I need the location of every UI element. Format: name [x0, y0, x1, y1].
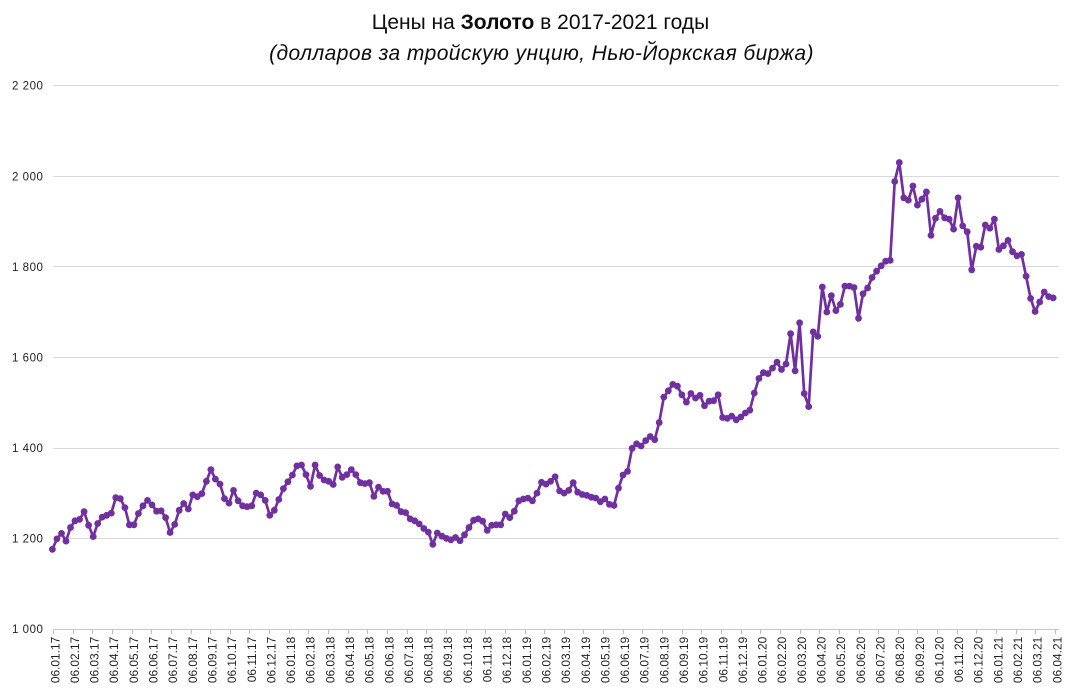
svg-text:06.12.19: 06.12.19 [736, 636, 750, 683]
svg-text:06.12.20: 06.12.20 [972, 636, 986, 683]
svg-text:06.01.19: 06.01.19 [520, 636, 534, 683]
svg-text:06.06.18: 06.06.18 [382, 636, 396, 683]
svg-text:06.05.17: 06.05.17 [127, 636, 141, 683]
svg-text:06.11.17: 06.11.17 [245, 636, 259, 682]
svg-text:06.08.17: 06.08.17 [186, 636, 200, 683]
svg-text:06.09.18: 06.09.18 [441, 636, 455, 683]
svg-text:1 200: 1 200 [12, 534, 44, 546]
svg-text:06.01.21: 06.01.21 [991, 636, 1005, 683]
svg-text:06.09.20: 06.09.20 [913, 636, 927, 683]
svg-text:1 400: 1 400 [12, 443, 44, 455]
svg-text:06.05.20: 06.05.20 [834, 636, 848, 683]
svg-text:06.12.18: 06.12.18 [500, 636, 514, 683]
svg-text:06.03.19: 06.03.19 [559, 636, 573, 683]
svg-text:06.03.20: 06.03.20 [795, 636, 809, 683]
svg-text:06.02.20: 06.02.20 [775, 636, 789, 683]
svg-text:06.04.21: 06.04.21 [1050, 636, 1064, 683]
svg-text:1 800: 1 800 [12, 262, 44, 274]
svg-text:06.02.19: 06.02.19 [540, 636, 554, 683]
svg-text:06.08.18: 06.08.18 [422, 636, 436, 683]
svg-text:06.03.17: 06.03.17 [88, 636, 102, 683]
svg-text:06.06.19: 06.06.19 [618, 636, 632, 683]
svg-text:06.01.17: 06.01.17 [48, 636, 62, 683]
svg-text:06.03.21: 06.03.21 [1031, 636, 1045, 683]
svg-text:06.06.20: 06.06.20 [854, 636, 868, 683]
svg-text:06.04.20: 06.04.20 [815, 636, 829, 683]
svg-text:06.07.20: 06.07.20 [874, 636, 888, 683]
svg-text:1 600: 1 600 [12, 352, 44, 364]
svg-text:06.01.18: 06.01.18 [284, 636, 298, 683]
svg-text:06.09.19: 06.09.19 [677, 636, 691, 683]
svg-text:06.10.20: 06.10.20 [932, 636, 946, 683]
svg-text:06.10.18: 06.10.18 [461, 636, 475, 683]
svg-text:06.04.19: 06.04.19 [579, 636, 593, 683]
svg-text:06.02.21: 06.02.21 [1011, 636, 1025, 683]
svg-text:06.05.18: 06.05.18 [363, 636, 377, 683]
svg-text:06.02.18: 06.02.18 [304, 636, 318, 683]
svg-text:06.07.18: 06.07.18 [402, 636, 416, 683]
svg-text:06.11.18: 06.11.18 [481, 636, 495, 682]
svg-text:2 200: 2 200 [12, 81, 44, 93]
svg-text:1 000: 1 000 [12, 624, 44, 636]
svg-text:06.08.20: 06.08.20 [893, 636, 907, 683]
svg-text:06.04.18: 06.04.18 [343, 636, 357, 683]
svg-text:06.03.18: 06.03.18 [323, 636, 337, 683]
svg-text:06.09.17: 06.09.17 [206, 636, 220, 683]
svg-text:06.11.19: 06.11.19 [716, 636, 730, 682]
svg-text:06.11.20: 06.11.20 [952, 636, 966, 682]
svg-text:06.04.17: 06.04.17 [107, 636, 121, 683]
svg-text:2 000: 2 000 [12, 171, 44, 183]
svg-text:06.05.19: 06.05.19 [598, 636, 612, 683]
svg-text:06.10.17: 06.10.17 [225, 636, 239, 683]
svg-text:06.01.20: 06.01.20 [756, 636, 770, 683]
svg-text:06.02.17: 06.02.17 [68, 636, 82, 683]
svg-text:06.07.17: 06.07.17 [166, 636, 180, 683]
svg-text:06.10.19: 06.10.19 [697, 636, 711, 683]
svg-text:06.08.19: 06.08.19 [657, 636, 671, 683]
svg-text:06.06.17: 06.06.17 [147, 636, 161, 683]
svg-text:06.07.19: 06.07.19 [638, 636, 652, 683]
svg-text:06.12.17: 06.12.17 [264, 636, 278, 683]
